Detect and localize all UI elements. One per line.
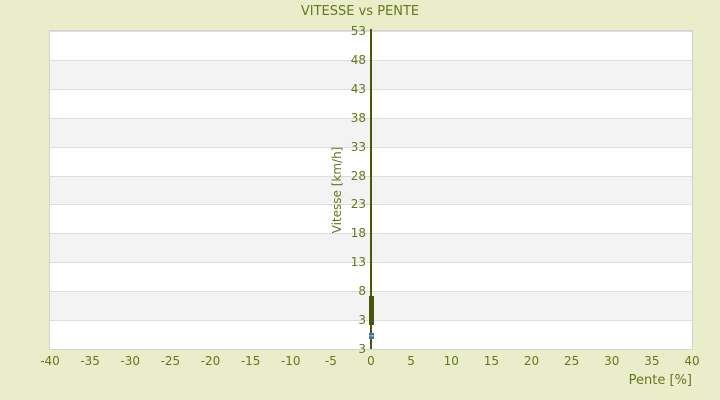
x-tick-label: -40 (40, 354, 60, 368)
x-tick-label: 20 (523, 354, 540, 368)
y-tick-label: 3 (358, 313, 366, 328)
data-point-vitesse-low (368, 333, 374, 340)
x-tick-label: -30 (120, 354, 141, 368)
y-tick-label: 8 (358, 284, 366, 299)
x-tick-label: -20 (200, 354, 221, 368)
y-tick-label: 53 (350, 24, 366, 38)
y-axis-line (370, 29, 372, 349)
x-tick-label: 25 (563, 354, 580, 368)
y-axis-title: Vitesse [km/h] (330, 146, 344, 234)
x-tick-label: 10 (443, 354, 459, 368)
x-tick-label: 5 (407, 354, 415, 368)
x-tick-label: -10 (280, 354, 301, 368)
x-axis-title: Pente [%] (628, 373, 692, 388)
y-tick-label: 48 (350, 52, 366, 67)
x-tick-label: 15 (483, 354, 500, 368)
y-tick-label: 13 (350, 255, 366, 270)
y-tick-label: 23 (350, 197, 366, 212)
x-tick-label: -25 (160, 354, 181, 368)
x-tick-label: -15 (240, 354, 261, 368)
chart-title: VITESSE vs PENTE (300, 4, 420, 19)
y-axis-min-label: 3 (358, 342, 366, 356)
x-tick-label: 0 (367, 354, 375, 368)
x-tick-label: -5 (324, 354, 337, 368)
y-tick-label: 38 (350, 110, 366, 125)
x-tick-label: 40 (684, 354, 700, 368)
x-tick-label: 30 (604, 354, 620, 368)
x-tick-label: -35 (80, 354, 100, 368)
data-point-vitesse-cluster (368, 319, 374, 325)
x-tick-label: 35 (644, 354, 660, 368)
y-tick-label: 18 (350, 226, 366, 241)
plot-area (49, 29, 693, 350)
y-tick-label: 33 (350, 139, 366, 154)
y-tick-label: 28 (350, 168, 366, 183)
y-tick-label: 43 (350, 81, 366, 96)
